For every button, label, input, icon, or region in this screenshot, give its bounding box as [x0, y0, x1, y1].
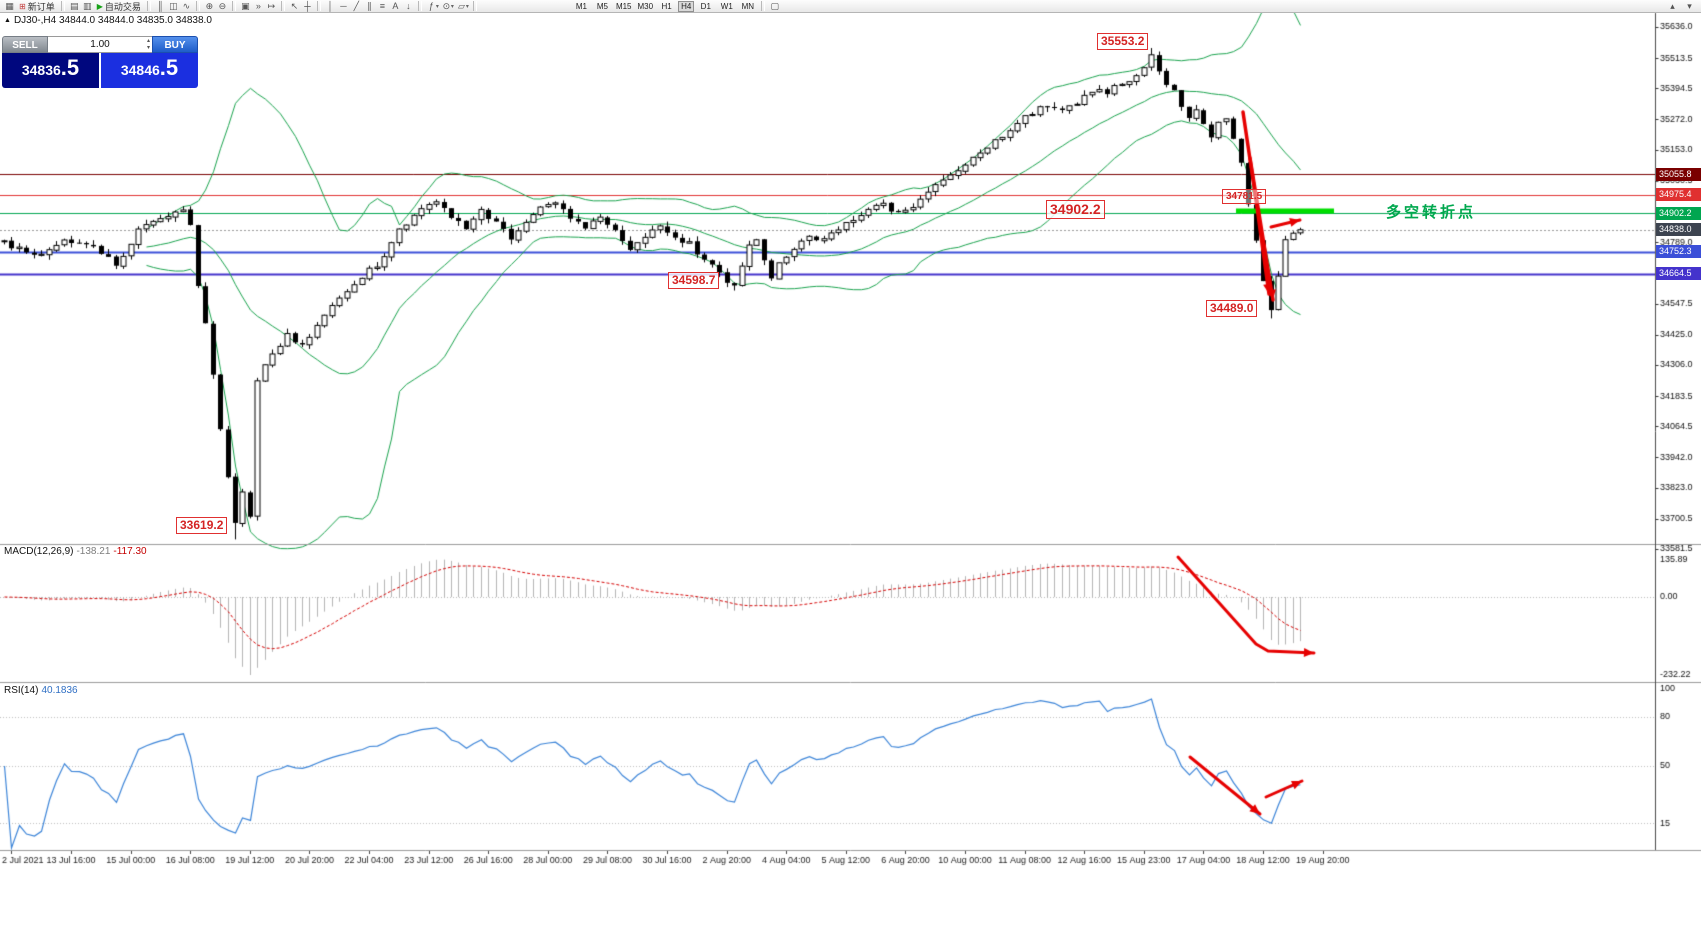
price-axis-flag: 34664.5 [1656, 267, 1701, 281]
price-axis-flag: 35055.8 [1656, 167, 1701, 181]
chart-window-icon[interactable]: ▦ [5, 0, 14, 11]
trendline-icon[interactable]: ╱ [353, 0, 360, 11]
horizontal-line-icon[interactable]: ─ [340, 0, 347, 11]
sell-price-int: 34836 [21, 62, 61, 78]
text-label-icon[interactable]: A [392, 0, 399, 11]
rsi-indicator-label: RSI(14) 40.1836 [4, 685, 78, 696]
cursor-icon[interactable]: ↖ [290, 0, 299, 11]
sell-price-display[interactable]: 34836.5 [2, 53, 99, 88]
line-chart-icon[interactable]: ∿ [182, 0, 191, 11]
periods-icon[interactable]: ⊙ [442, 0, 451, 11]
macd-value-main: -138.21 [76, 546, 111, 557]
toolbar-separator [280, 1, 285, 11]
toolbar-separator [316, 1, 321, 11]
buy-price-int: 34846 [120, 62, 160, 78]
arrow-tools-icon[interactable]: ↓ [406, 0, 411, 11]
timeframe-d1[interactable]: D1 [700, 1, 711, 11]
rsi-value: 40.1836 [41, 685, 78, 696]
timeframe-m5[interactable]: M5 [596, 1, 608, 11]
fibonacci-icon[interactable]: ≡ [379, 0, 386, 11]
new-order-button-label: 新订单 [27, 1, 55, 12]
toolbar-right: ▴ ▾ [1666, 1, 1698, 12]
timeframe-m1[interactable]: M1 [575, 1, 587, 11]
toolbar-separator [146, 1, 151, 11]
panel-toggle-icon[interactable]: ▾ [1687, 0, 1692, 11]
indicators-icon[interactable]: ƒ [428, 0, 434, 11]
toolbar: ▦ ⊞ 新订单 ▤ ▥ ▶ 自动交易 ║ ◫ ∿ ⊕ ⊖ ▣» ↦ ↖ ┼ │ ─ ╱ ∥ ≡ A ↓ ƒ ▾ ⊙ ▾ ▱ ▾ M1 M5 M… [0, 0, 1701, 13]
autotrading-button-label: 自动交易 [104, 1, 141, 12]
market-watch-icon[interactable]: ▤ [69, 0, 79, 11]
toolbar-separator [472, 1, 477, 11]
macd-name: MACD(12,26,9) [4, 546, 74, 557]
timeframe-h4[interactable]: H4 [678, 0, 695, 12]
autotrading-icon: ▶ [96, 1, 103, 11]
chart-price-callout[interactable]: 35553.2 [1097, 33, 1149, 50]
candlestick-icon[interactable]: ◫ [169, 0, 178, 11]
timeframe-mn[interactable]: MN [741, 1, 755, 11]
chart-ohlc-header: ▲ DJ30-,H4 34844.0 34844.0 34835.0 34838… [4, 15, 212, 26]
zoom-in-icon[interactable]: ⊕ [205, 0, 214, 11]
price-axis-flag: 34838.0 [1656, 223, 1701, 237]
timeframe-w1[interactable]: W1 [720, 1, 733, 11]
toolbar-main: ▦ ⊞ 新订单 ▤ ▥ ▶ 自动交易 ║ ◫ ∿ ⊕ ⊖ ▣» ↦ ↖ ┼ │ ─ ╱ ∥ ≡ A ↓ ƒ ▾ ⊙ ▾ ▱ ▾ M1 M5 M… [3, 0, 1666, 12]
bar-chart-icon[interactable]: ║ [157, 0, 164, 11]
toolbar-separator [761, 1, 766, 11]
toolbar-separator [417, 1, 422, 11]
periods-caret-icon[interactable]: ▾ [450, 3, 454, 10]
volume-spinner[interactable]: ▴ ▾ [147, 38, 150, 52]
one-click-trading-panel: SELL 1.00 ▴ ▾ BUY 34836.5 34846.5 [2, 36, 198, 88]
templates-caret-icon[interactable]: ▾ [465, 3, 469, 10]
chart-price-callout[interactable]: 34781.5 [1222, 189, 1267, 204]
chart-price-callout[interactable]: 34902.2 [1046, 200, 1105, 219]
auto-scroll-icon[interactable]: » [255, 0, 261, 11]
chart-price-callout[interactable]: 33619.2 [176, 517, 228, 534]
vertical-line-icon[interactable]: │ [327, 0, 334, 11]
new-window-icon[interactable]: ▢ [770, 0, 780, 11]
pivot-note-text[interactable]: 多空转折点 [1386, 204, 1477, 221]
tile-windows-icon[interactable]: ▣ [241, 0, 250, 11]
toolbar-separator [231, 1, 236, 11]
spinner-up-icon[interactable]: ▴ [146, 38, 150, 44]
sell-button[interactable]: SELL [2, 36, 48, 53]
buy-button[interactable]: BUY [152, 36, 198, 53]
volume-input[interactable]: 1.00 ▴ ▾ [48, 36, 152, 53]
autotrading-button[interactable]: ▶ 自动交易 [94, 0, 144, 12]
chart-price-callout[interactable]: 34489.0 [1206, 300, 1258, 317]
new-order-button[interactable]: ⊞ 新订单 [16, 0, 58, 12]
timeframe-m15[interactable]: M15 [615, 1, 632, 11]
macd-indicator-label: MACD(12,26,9) -138.21 -117.30 [4, 546, 147, 557]
buy-price-display[interactable]: 34846.5 [101, 53, 198, 88]
symbol-marker-icon: ▲ [4, 17, 11, 24]
toolbar-separator [195, 1, 200, 11]
templates-icon[interactable]: ▱ [457, 0, 465, 11]
channel-icon[interactable]: ∥ [367, 0, 372, 11]
crosshair-icon[interactable]: ┼ [304, 0, 311, 11]
rsi-name: RSI(14) [4, 685, 39, 696]
navigator-icon[interactable]: ▥ [82, 0, 92, 11]
zoom-out-icon[interactable]: ⊖ [218, 0, 227, 11]
price-axis-flag: 34902.2 [1656, 206, 1701, 220]
price-axis-flag: 34975.4 [1656, 188, 1701, 202]
spinner-down-icon[interactable]: ▾ [146, 45, 150, 51]
chart-price-callout[interactable]: 34598.7 [668, 272, 720, 289]
new-order-icon: ⊞ [19, 1, 26, 11]
volume-value: 1.00 [90, 39, 110, 50]
timeframe-m30[interactable]: M30 [637, 1, 654, 11]
sell-price-pip: .5 [60, 55, 80, 80]
timeframe-h1[interactable]: H1 [661, 1, 672, 11]
buy-price-pip: .5 [159, 55, 179, 80]
macd-value-signal: -117.30 [113, 546, 147, 557]
scroll-up-icon[interactable]: ▴ [1670, 0, 1675, 11]
indicators-caret-icon[interactable]: ▾ [435, 3, 439, 10]
toolbar-separator [60, 1, 65, 11]
chart-shift-icon[interactable]: ↦ [267, 0, 276, 11]
price-axis-flag: 34752.3 [1656, 245, 1701, 259]
ohlc-text: DJ30-,H4 34844.0 34844.0 34835.0 34838.0 [13, 15, 212, 26]
